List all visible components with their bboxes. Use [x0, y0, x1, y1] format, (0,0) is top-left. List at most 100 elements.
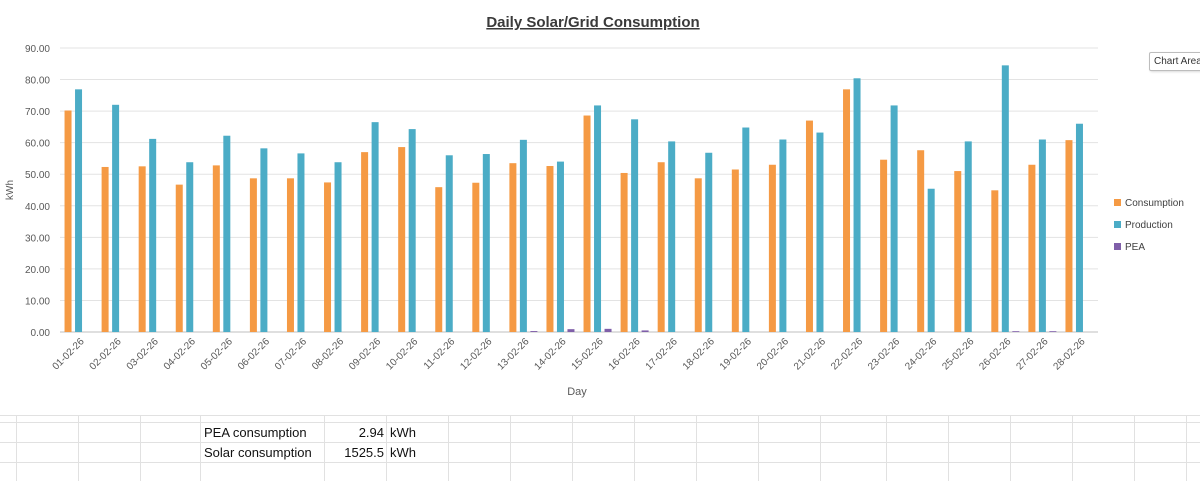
- x-tick-label: 26-02-26: [977, 336, 1013, 372]
- consumption-bar-14-02-26[interactable]: [546, 166, 554, 332]
- production-bar-05-02-26[interactable]: [223, 135, 231, 332]
- production-bar-24-02-26[interactable]: [927, 188, 935, 332]
- legend: Consumption Production PEA: [1114, 198, 1184, 253]
- consumption-bar-22-02-26[interactable]: [843, 89, 851, 333]
- production-bar-16-02-26[interactable]: [631, 119, 639, 332]
- production-bar-07-02-26[interactable]: [297, 153, 305, 332]
- x-tick-label: 11-02-26: [422, 336, 458, 372]
- consumption-bar-18-02-26[interactable]: [694, 178, 702, 332]
- pea-bar-26-02-26[interactable]: [1012, 331, 1020, 332]
- production-bar-25-02-26[interactable]: [964, 141, 972, 332]
- consumption-bar-13-02-26[interactable]: [509, 163, 517, 332]
- consumption-bar-04-02-26[interactable]: [175, 184, 183, 332]
- y-tick-label: 50.00: [25, 170, 50, 181]
- production-bar-12-02-26[interactable]: [482, 154, 490, 332]
- production-bar-09-02-26[interactable]: [371, 122, 379, 333]
- production-bar-13-02-26[interactable]: [519, 139, 527, 332]
- production-bar-08-02-26[interactable]: [334, 162, 342, 332]
- pea-consumption-label[interactable]: PEA consumption: [204, 425, 307, 440]
- solar-consumption-label[interactable]: Solar consumption: [204, 445, 312, 460]
- pea-bar-27-02-26[interactable]: [1049, 331, 1057, 332]
- x-tick-label: 14-02-26: [533, 336, 569, 372]
- production-bar-04-02-26[interactable]: [186, 162, 194, 332]
- x-tick-label: 21-02-26: [792, 336, 828, 372]
- pea-consumption-value[interactable]: 2.94: [358, 425, 384, 440]
- bars: [64, 65, 1083, 333]
- consumption-bar-11-02-26[interactable]: [435, 187, 443, 332]
- production-bar-22-02-26[interactable]: [853, 78, 861, 332]
- pea-bar-15-02-26[interactable]: [604, 328, 612, 332]
- gridlines: [60, 47, 1098, 333]
- production-bar-19-02-26[interactable]: [742, 127, 750, 333]
- x-tick-label: 12-02-26: [458, 336, 494, 372]
- x-tick-label: 22-02-26: [829, 336, 865, 372]
- production-legend-label[interactable]: Production: [1125, 220, 1173, 231]
- consumption-bar-17-02-26[interactable]: [657, 162, 665, 332]
- production-bar-02-02-26[interactable]: [112, 104, 120, 332]
- consumption-bar-19-02-26[interactable]: [731, 169, 739, 332]
- consumption-bar-09-02-26[interactable]: [361, 152, 369, 332]
- consumption-legend-swatch: [1114, 199, 1121, 206]
- production-bar-18-02-26[interactable]: [705, 152, 713, 332]
- consumption-bar-21-02-26[interactable]: [805, 120, 813, 332]
- production-bar-10-02-26[interactable]: [408, 129, 416, 332]
- x-tick-label: 02-02-26: [88, 336, 124, 372]
- production-bar-03-02-26[interactable]: [149, 138, 157, 332]
- consumption-bar-01-02-26[interactable]: [64, 110, 72, 332]
- production-bar-20-02-26[interactable]: [779, 139, 787, 332]
- production-bar-23-02-26[interactable]: [890, 105, 898, 332]
- solar-consumption-unit[interactable]: kWh: [390, 445, 416, 460]
- x-tick-label: 10-02-26: [384, 336, 420, 372]
- chart[interactable]: Daily Solar/Grid Consumption 0.00 10.00 20…: [0, 0, 1200, 415]
- solar-consumption-value[interactable]: 1525.5: [344, 445, 384, 460]
- production-bar-21-02-26[interactable]: [816, 132, 824, 332]
- pea-consumption-unit[interactable]: kWh: [390, 425, 416, 440]
- consumption-bar-27-02-26[interactable]: [1028, 164, 1036, 332]
- x-tick-label: 04-02-26: [162, 336, 198, 372]
- x-tick-label: 07-02-26: [273, 336, 309, 372]
- production-bar-17-02-26[interactable]: [668, 141, 676, 332]
- pea-legend-label[interactable]: PEA: [1125, 242, 1145, 253]
- consumption-bar-06-02-26[interactable]: [249, 178, 257, 332]
- consumption-bar-10-02-26[interactable]: [398, 147, 406, 332]
- x-tick-label: 06-02-26: [236, 336, 272, 372]
- production-bar-01-02-26[interactable]: [75, 89, 83, 333]
- x-tick-label: 05-02-26: [199, 336, 235, 372]
- consumption-bar-07-02-26[interactable]: [286, 178, 294, 332]
- production-bar-26-02-26[interactable]: [1001, 65, 1009, 332]
- production-bar-11-02-26[interactable]: [445, 155, 453, 332]
- pea-bar-14-02-26[interactable]: [567, 329, 575, 332]
- consumption-bar-23-02-26[interactable]: [880, 159, 888, 332]
- x-tick-label: 25-02-26: [940, 336, 976, 372]
- pea-bar-13-02-26[interactable]: [530, 331, 538, 332]
- x-tick-label: 23-02-26: [866, 336, 902, 372]
- consumption-bar-26-02-26[interactable]: [991, 190, 999, 332]
- consumption-bar-20-02-26[interactable]: [768, 164, 776, 332]
- consumption-bar-05-02-26[interactable]: [212, 165, 220, 332]
- production-bar-28-02-26[interactable]: [1075, 123, 1083, 332]
- consumption-bar-16-02-26[interactable]: [620, 172, 628, 332]
- consumption-bar-15-02-26[interactable]: [583, 115, 591, 332]
- consumption-bar-24-02-26[interactable]: [917, 150, 925, 332]
- x-tick-label: 20-02-26: [755, 336, 791, 372]
- x-tick-label: 08-02-26: [310, 336, 346, 372]
- y-tick-label: 0.00: [31, 328, 51, 339]
- x-tick-label: 24-02-26: [903, 336, 939, 372]
- consumption-bar-08-02-26[interactable]: [324, 182, 332, 332]
- production-bar-15-02-26[interactable]: [594, 105, 602, 332]
- consumption-bar-12-02-26[interactable]: [472, 182, 480, 332]
- consumption-legend-label[interactable]: Consumption: [1125, 198, 1184, 209]
- x-axis-label: Day: [567, 386, 587, 398]
- consumption-bar-25-02-26[interactable]: [954, 171, 962, 332]
- production-bar-27-02-26[interactable]: [1038, 139, 1046, 332]
- production-bar-06-02-26[interactable]: [260, 148, 268, 332]
- y-axis-label: kWh: [5, 180, 16, 200]
- production-bar-14-02-26[interactable]: [556, 161, 564, 332]
- consumption-bar-28-02-26[interactable]: [1065, 140, 1073, 332]
- y-tick-label: 80.00: [25, 76, 50, 87]
- consumption-bar-02-02-26[interactable]: [101, 166, 109, 332]
- chart-area-tooltip: Chart Area: [1149, 52, 1200, 71]
- y-tick-label: 90.00: [25, 44, 50, 55]
- consumption-bar-03-02-26[interactable]: [138, 166, 146, 332]
- pea-bar-16-02-26[interactable]: [641, 330, 649, 332]
